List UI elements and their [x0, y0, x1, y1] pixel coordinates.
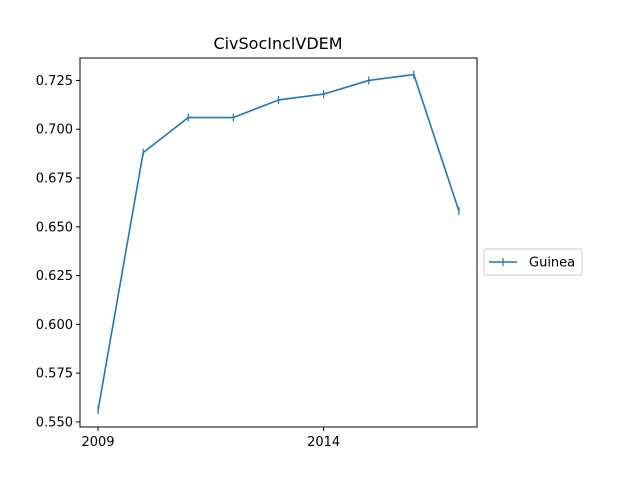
x-tick-label: 2009: [81, 435, 114, 450]
x-tick-label: 2014: [307, 435, 340, 450]
legend: Guinea: [483, 248, 583, 276]
y-tick-label: 0.625: [36, 269, 73, 284]
plot-area: [79, 57, 478, 428]
y-tick-label: 0.600: [36, 318, 73, 333]
y-tick-label: 0.575: [36, 367, 73, 382]
y-tick-label: 0.700: [36, 123, 73, 138]
y-tick-label: 0.675: [36, 172, 73, 187]
y-axis: 0.550 0.575 0.600 0.625 0.650 0.675 0.700 0.725: [36, 74, 80, 430]
series-layer: [97, 70, 460, 415]
legend-entry-label: Guinea: [529, 256, 575, 271]
y-tick-label: 0.650: [36, 220, 73, 235]
y-tick-label: 0.550: [36, 415, 73, 430]
legend-box: [483, 248, 583, 276]
chart-title: CivSocInclVDEM: [213, 34, 342, 53]
y-tick-label: 0.725: [36, 74, 73, 89]
series-line: [97, 73, 460, 411]
x-axis: 2009 2014: [81, 427, 340, 450]
plot-frame: [79, 57, 478, 428]
